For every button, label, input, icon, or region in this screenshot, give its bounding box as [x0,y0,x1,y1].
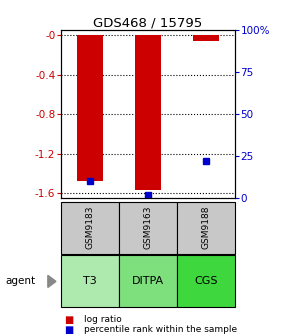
Text: CGS: CGS [194,277,218,286]
Text: GSM9188: GSM9188 [201,206,211,249]
Text: GSM9163: GSM9163 [143,206,153,249]
Text: percentile rank within the sample: percentile rank within the sample [84,326,237,334]
Title: GDS468 / 15795: GDS468 / 15795 [93,16,202,29]
Bar [77,35,103,181]
Text: T3: T3 [83,277,97,286]
Bar [135,35,161,190]
Text: log ratio: log ratio [84,316,122,324]
Text: DITPA: DITPA [132,277,164,286]
Text: ■: ■ [64,325,73,335]
Text: GSM9183: GSM9183 [85,206,95,249]
Text: agent: agent [6,277,36,286]
Bar [193,35,219,41]
Text: ■: ■ [64,315,73,325]
